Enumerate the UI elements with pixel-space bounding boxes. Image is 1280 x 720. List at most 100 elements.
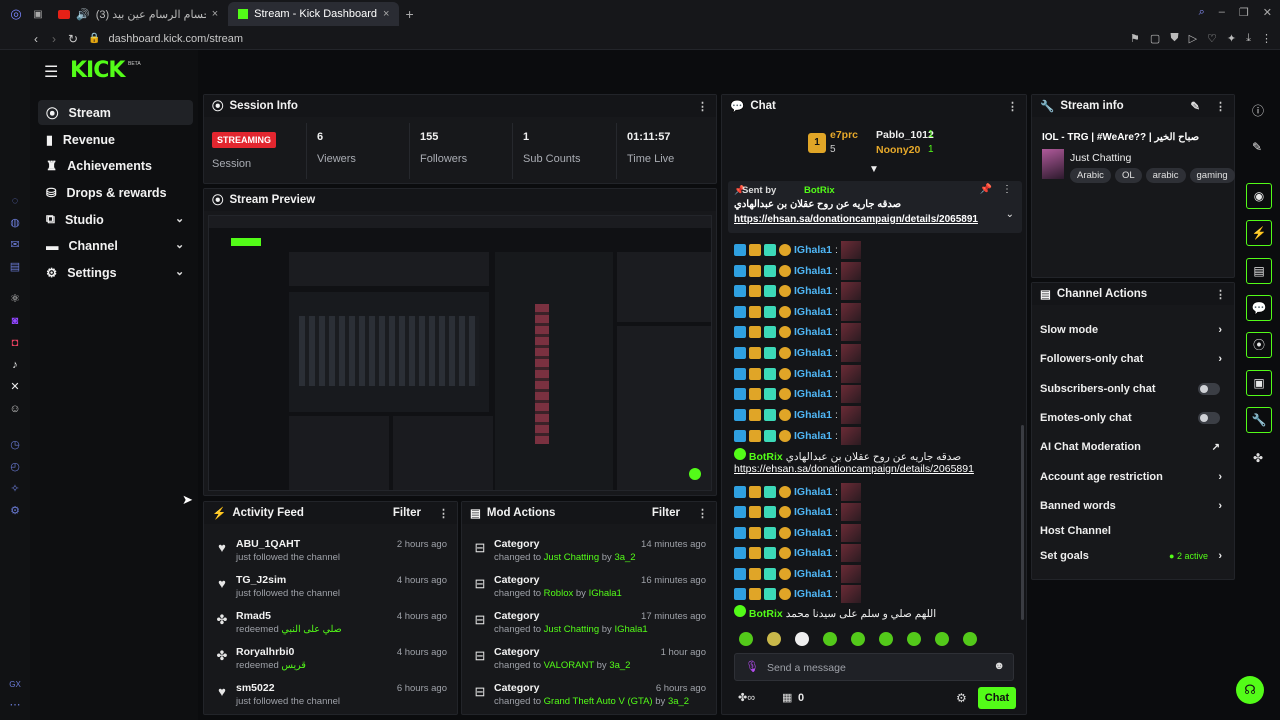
history-icon[interactable]: ◷ <box>10 439 20 451</box>
chat-username[interactable]: IGhala1 <box>794 486 832 498</box>
mic-icon[interactable]: 🎙 <box>745 661 759 673</box>
chat-username[interactable]: IGhala1 <box>794 430 832 442</box>
emotes-only-toggle[interactable] <box>1198 412 1220 424</box>
kick-logo[interactable]: KICK <box>70 58 125 83</box>
emoji-icon[interactable]: ☻ <box>993 660 1005 672</box>
chat-username[interactable]: IGhala1 <box>794 506 832 518</box>
chat-scrollbar[interactable] <box>1021 425 1024 620</box>
close-icon[interactable]: × <box>211 8 219 20</box>
toolbar-button-chat[interactable]: 💬 <box>1246 295 1272 321</box>
x-icon[interactable]: ✕ <box>10 381 20 393</box>
store-icon[interactable]: ▦ <box>782 692 793 704</box>
toolbar-button-broadcast[interactable]: ⦿ <box>1246 332 1272 358</box>
layout-icon[interactable]: ✤ <box>1253 451 1264 465</box>
close-window-icon[interactable]: ✕ <box>1262 7 1272 19</box>
stream-preview-video[interactable] <box>208 215 712 491</box>
send-chat-button[interactable]: Chat <box>978 687 1016 709</box>
chat-username[interactable]: IGhala1 <box>794 388 832 400</box>
mute-icon[interactable]: 🔊 <box>76 8 90 21</box>
edit-icon[interactable]: ✎ <box>1190 101 1200 113</box>
more-icon[interactable]: ⋯ <box>9 699 21 711</box>
play-icon[interactable]: ▷ <box>1188 33 1198 45</box>
account-age-row[interactable]: Account age restriction › <box>1040 471 1222 483</box>
points-icon[interactable]: ✤∞ <box>738 692 756 704</box>
sidebar-item-studio[interactable]: ⧉ Studio ⌄ <box>38 207 193 232</box>
chat-username[interactable]: IGhala1 <box>794 347 832 359</box>
menu-icon[interactable]: ⋮ <box>1261 33 1272 45</box>
discord-icon[interactable]: ☺ <box>9 403 21 415</box>
reload-icon[interactable]: ↻ <box>68 31 79 46</box>
emote-icon[interactable] <box>963 632 977 646</box>
category-name[interactable]: Just Chatting <box>1070 152 1132 164</box>
chat-username[interactable]: IGhala1 <box>794 409 832 421</box>
slow-mode-row[interactable]: Slow mode › <box>1040 324 1222 336</box>
clock-icon[interactable]: ◴ <box>10 461 20 473</box>
sidebar-item-revenue[interactable]: ▮ Revenue <box>46 132 115 148</box>
forward-icon[interactable]: › <box>52 31 56 46</box>
chat-username[interactable]: IGhala1 <box>794 568 832 580</box>
sidebar-item-settings[interactable]: ⚙ Settings ⌄ <box>38 260 193 285</box>
screenshot-icon[interactable]: ▢ <box>1149 33 1161 45</box>
banned-words-row[interactable]: Banned words › <box>1040 500 1222 512</box>
set-goals-row[interactable]: Set goals ● 2 active › <box>1040 550 1222 562</box>
more-options-icon[interactable]: ⋮ <box>1002 184 1012 195</box>
sidebar-item-stream[interactable]: ⦿ Stream <box>38 100 193 125</box>
twitch-icon[interactable]: ◙ <box>11 315 19 327</box>
messenger-icon[interactable]: ◌ <box>11 195 19 207</box>
more-options-icon[interactable]: ⋮ <box>697 508 708 520</box>
gx-icon[interactable]: GX <box>9 680 21 689</box>
shield-icon[interactable]: ⛊ <box>1170 32 1179 44</box>
toolbar-button-settings[interactable]: 🔧 <box>1246 407 1272 433</box>
more-options-icon[interactable]: ⋮ <box>1007 101 1018 113</box>
toolbar-button-mod[interactable]: ▣ <box>1246 370 1272 396</box>
sidebar-item-channel[interactable]: ▬ Channel ⌄ <box>38 233 193 258</box>
tab-kick[interactable]: Stream - Kick Dashboard × <box>228 2 400 26</box>
settings-icon[interactable]: ⚙ <box>10 505 20 517</box>
chevron-down-icon[interactable]: ⌄ <box>1005 209 1014 220</box>
minimize-icon[interactable]: – <box>1218 6 1225 18</box>
chat-username[interactable]: IGhala1 <box>794 588 832 600</box>
toolbar-button-camera[interactable]: ◉ <box>1246 183 1272 209</box>
instagram-icon[interactable]: ◘ <box>11 337 19 349</box>
filter-button[interactable]: Filter <box>392 507 421 519</box>
more-options-icon[interactable]: ⋮ <box>1215 289 1226 301</box>
back-icon[interactable]: ‹ <box>34 31 38 46</box>
toolbar-button-notes[interactable]: ▤ <box>1246 258 1272 284</box>
ai-moderation-row[interactable]: AI Chat Moderation ↗ <box>1040 441 1220 453</box>
search-icon[interactable]: ⌕ <box>1198 6 1205 18</box>
heart-icon[interactable]: ♡ <box>1207 33 1217 45</box>
mail-icon[interactable]: ✉ <box>10 239 20 251</box>
edit-icon[interactable]: ✎ <box>1252 140 1263 154</box>
collapse-icon[interactable]: ▼ <box>869 164 879 175</box>
emote-icon[interactable] <box>879 632 893 646</box>
close-icon[interactable]: × <box>383 8 390 20</box>
chat-settings-icon[interactable]: ⚙ <box>956 691 967 705</box>
followers-only-row[interactable]: Followers-only chat › <box>1040 353 1222 365</box>
chat-username[interactable]: IGhala1 <box>794 527 832 539</box>
tag[interactable]: arabic <box>1145 168 1186 183</box>
music-icon[interactable]: ▤ <box>9 261 21 273</box>
download-icon[interactable]: ⤓ <box>1246 32 1251 44</box>
url-field[interactable]: dashboard.kick.com/stream <box>108 32 244 45</box>
info-icon[interactable]: ⓘ <box>1252 104 1265 118</box>
ai-icon[interactable]: ⚛ <box>10 293 20 305</box>
restore-icon[interactable]: ❐ <box>1238 7 1249 19</box>
category-thumbnail[interactable] <box>1042 149 1064 179</box>
emote-icon[interactable] <box>907 632 921 646</box>
chat-username[interactable]: IGhala1 <box>794 368 832 380</box>
extensions-icon[interactable]: ✦ <box>1226 33 1237 45</box>
emote-icon[interactable] <box>767 632 781 646</box>
more-options-icon[interactable]: ⋮ <box>697 101 708 113</box>
message-input[interactable]: 🎙 Send a message ☻ <box>734 653 1014 681</box>
toolbar-button-bolt[interactable]: ⚡ <box>1246 220 1272 246</box>
tab-manager-icon[interactable]: ▣ <box>33 8 43 20</box>
sidebar-item-achievements[interactable]: ♜ Achievements <box>46 158 152 174</box>
chat-username[interactable]: IGhala1 <box>794 547 832 559</box>
chat-username[interactable]: IGhala1 <box>794 244 832 256</box>
subscribers-only-toggle[interactable] <box>1198 383 1220 395</box>
emote-icon[interactable] <box>935 632 949 646</box>
host-channel-row[interactable]: Host Channel <box>1040 525 1111 537</box>
chat-username[interactable]: IGhala1 <box>794 306 832 318</box>
extension-icon[interactable]: ✧ <box>10 483 20 495</box>
emote-icon[interactable] <box>739 632 753 646</box>
